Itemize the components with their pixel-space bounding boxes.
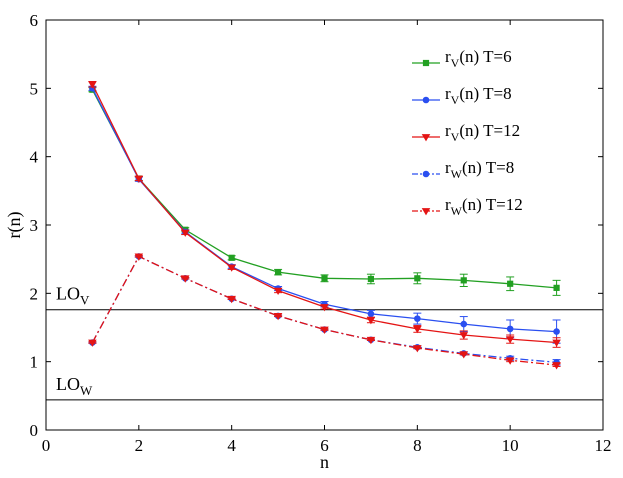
y-tick-label: 6	[30, 11, 39, 30]
legend-entry-4: rW(n) T=8	[412, 158, 514, 181]
data-point	[320, 304, 329, 312]
data-point	[553, 328, 560, 335]
data-point	[134, 175, 144, 183]
legend-entry-2: rV(n) T=8	[412, 84, 512, 107]
x-tick-label: 12	[595, 436, 612, 455]
data-point	[88, 339, 97, 347]
series-line	[91, 89, 557, 289]
data-point	[321, 275, 328, 282]
data-point	[320, 326, 329, 334]
y-axis-label: r(n)	[4, 212, 25, 239]
y-tick-label: 3	[30, 216, 39, 235]
reference-label-low: LOW	[56, 374, 93, 398]
legend-label: rV(n) T=6	[445, 47, 512, 70]
series-line	[91, 255, 557, 366]
legend-label: rV(n) T=12	[445, 121, 520, 144]
data-point	[134, 253, 144, 261]
data-point	[460, 277, 467, 284]
data-point	[553, 284, 560, 291]
reference-label-lov: LOV	[56, 284, 90, 308]
x-tick-label: 10	[502, 436, 519, 455]
data-point	[414, 315, 421, 322]
data-point	[228, 254, 235, 261]
legend-entry-5: rW(n) T=12	[412, 195, 523, 218]
data-point	[227, 264, 236, 272]
data-point	[459, 351, 469, 359]
data-point	[367, 275, 375, 283]
plot-frame	[45, 19, 604, 431]
legend-label: rW(n) T=8	[445, 158, 514, 181]
data-point	[367, 310, 375, 318]
series-layer	[88, 81, 561, 370]
x-tick-label: 8	[413, 436, 422, 455]
legend-marker	[421, 208, 431, 216]
series-1	[88, 86, 561, 296]
x-tick-label: 0	[42, 436, 51, 455]
legend-label: rW(n) T=12	[445, 195, 523, 218]
data-point	[413, 345, 422, 353]
legend-entry-1: rV(n) T=6	[412, 47, 512, 70]
data-point	[180, 275, 190, 283]
x-tick-label: 6	[320, 436, 329, 455]
data-point	[414, 275, 421, 282]
series-5	[88, 253, 561, 370]
data-point	[460, 320, 468, 328]
data-point	[273, 287, 283, 295]
data-point	[552, 362, 561, 370]
x-axis-label: n	[320, 452, 329, 472]
series-3	[88, 81, 561, 348]
data-point	[273, 312, 283, 321]
data-point	[413, 325, 422, 334]
data-point	[366, 336, 376, 345]
data-point	[180, 229, 190, 237]
y-tick-label: 4	[30, 148, 39, 167]
data-point	[88, 81, 97, 89]
data-point	[507, 280, 514, 287]
legend-label: rV(n) T=8	[445, 84, 512, 107]
y-tick-label: 0	[30, 421, 39, 440]
data-point	[459, 332, 469, 340]
data-point	[274, 269, 282, 276]
data-point	[505, 336, 515, 344]
legend-marker	[422, 59, 430, 67]
y-tick-label: 5	[30, 79, 39, 98]
data-point	[227, 295, 236, 304]
legend-entry-3: rV(n) T=12	[412, 121, 520, 144]
data-point	[552, 339, 561, 347]
legend-marker	[422, 96, 430, 104]
data-point	[506, 325, 514, 333]
legend-marker	[421, 134, 431, 142]
y-tick-label: 2	[30, 284, 39, 303]
data-point	[505, 357, 515, 365]
legend: rV(n) T=6 rV(n) T=8 rV(n) T=12 rW(n) T=8 rW(…	[412, 47, 523, 218]
data-point	[366, 317, 376, 325]
x-tick-label: 2	[135, 436, 144, 455]
legend-marker	[422, 170, 430, 178]
x-tick-label: 4	[227, 436, 236, 455]
y-tick-label: 1	[30, 353, 39, 372]
